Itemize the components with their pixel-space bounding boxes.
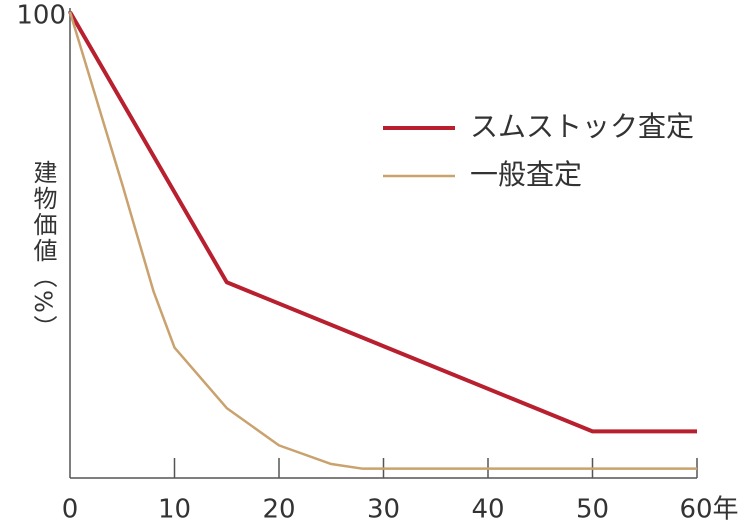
y-tick-label: 100 [16,1,66,31]
x-tick-label: 10 [158,495,191,525]
x-tick-label: 60年 [679,495,738,525]
series-line [68,10,697,434]
y-axis-label: 建物価値（%） [29,160,57,341]
x-tick-label: 0 [62,495,79,525]
x-tick-label: 30 [367,495,400,525]
x-tick-label: 50 [576,495,609,525]
legend-label: スムストック査定 [470,110,694,143]
series-line [68,11,697,470]
x-tick-label: 40 [471,495,504,525]
legend-label: 一般査定 [470,158,582,191]
x-tick-label: 20 [262,495,295,525]
